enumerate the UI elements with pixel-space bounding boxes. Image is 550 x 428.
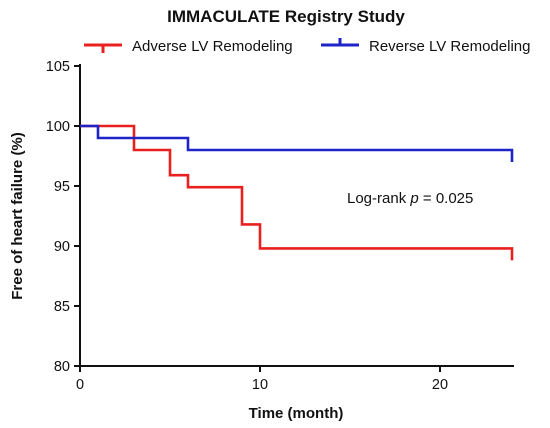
y-tick-label-105: 105 (46, 59, 70, 75)
annotation-suffix: = 0.025 (419, 190, 474, 207)
legend-item-reverse: Reverse LV Remodeling (321, 38, 530, 55)
legend-label-adverse: Adverse LV Remodeling (132, 38, 293, 55)
x-tick-label-0: 0 (76, 377, 84, 393)
y-tick-label-95: 95 (54, 179, 70, 195)
chart-title: IMMACULATE Registry Study (167, 7, 405, 26)
y-axis-ticks: 80 85 90 95 100 105 (46, 59, 80, 375)
y-tick-label-80: 80 (54, 359, 70, 375)
x-tick-label-20: 20 (432, 377, 448, 393)
y-axis-title: Free of heart failure (%) (9, 132, 26, 300)
annotation-p: p (409, 190, 418, 207)
legend-label-reverse: Reverse LV Remodeling (369, 38, 530, 55)
series-line-reverse (80, 124, 514, 162)
x-tick-label-10: 10 (252, 377, 268, 393)
y-tick-label-85: 85 (54, 299, 70, 315)
y-tick-label-90: 90 (54, 239, 70, 255)
annotation-prefix: Log-rank (347, 190, 410, 207)
legend: Adverse LV Remodeling Reverse LV Remodel… (84, 38, 530, 55)
series-lines (80, 124, 514, 261)
y-tick-label-100: 100 (46, 119, 70, 135)
series-line-adverse (80, 124, 514, 261)
legend-item-adverse: Adverse LV Remodeling (84, 38, 293, 55)
x-axis-title: Time (month) (249, 405, 344, 422)
log-rank-annotation: Log-rank p = 0.025 (347, 190, 473, 207)
x-axis-ticks: 0 10 20 (76, 366, 448, 393)
